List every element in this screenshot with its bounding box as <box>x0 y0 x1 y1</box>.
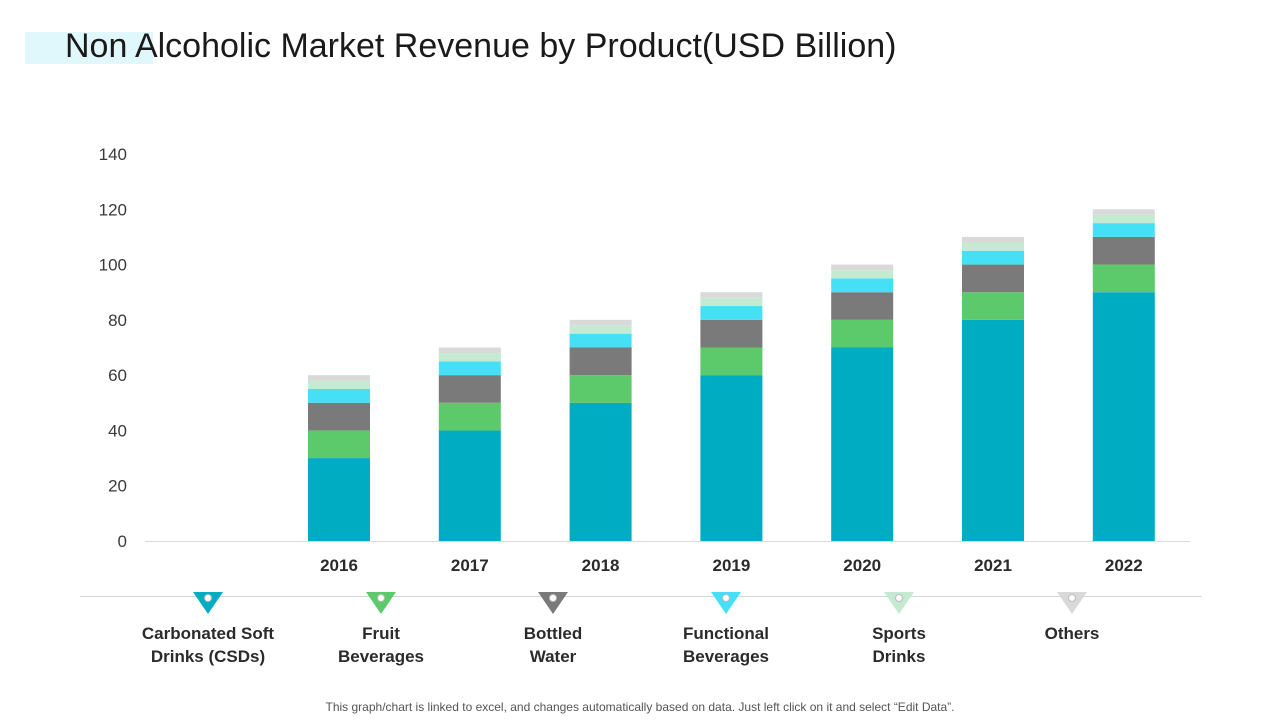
bar-segment <box>831 264 894 271</box>
legend-label-line1: Others <box>1044 624 1100 643</box>
bar-segment <box>438 375 501 403</box>
bar-segment <box>1092 214 1155 224</box>
bar-segment <box>962 236 1024 243</box>
bar-segment <box>1092 264 1155 293</box>
bar-segment <box>569 333 632 348</box>
legend-label-line2: Beverages <box>682 647 769 666</box>
bar-segment <box>831 270 894 279</box>
legend-label: Sports Drinks <box>809 622 989 668</box>
bar-segment <box>308 402 370 431</box>
bar-segment <box>438 353 501 362</box>
legend-divider <box>80 596 1202 597</box>
y-tick-label: 120 <box>99 200 127 219</box>
legend-item: Fruit Beverages <box>291 592 471 668</box>
legend-label: Others <box>982 622 1162 645</box>
y-tick-label: 60 <box>108 366 127 385</box>
bar-segment <box>569 319 632 326</box>
bar-segment <box>569 375 632 403</box>
bar-segment <box>1092 292 1155 541</box>
legend-label-line1: Bottled <box>523 624 583 643</box>
bar-segment <box>569 325 632 334</box>
bar-segment <box>438 430 501 541</box>
legend-item: Sports Drinks <box>809 592 989 668</box>
legend-label-line1: Carbonated Soft <box>141 624 275 643</box>
bar-segment <box>308 380 370 389</box>
bar-segment <box>700 297 763 307</box>
bar-segment <box>700 319 763 348</box>
legend-label-line2: Beverages <box>337 647 424 666</box>
legend-label-line2: Drinks <box>872 647 926 666</box>
legend-item: Bottled Water <box>463 592 643 668</box>
y-tick-label: 20 <box>108 477 127 496</box>
bar-segment <box>1092 223 1155 237</box>
bar-segment <box>962 264 1024 293</box>
y-tick-label: 140 <box>99 145 127 164</box>
legend-label: Fruit Beverages <box>291 622 471 668</box>
legend-label-line1: Sports <box>872 624 926 643</box>
bar-segment <box>700 306 763 320</box>
stacked-bar-chart: 0 20 40 60 80 100 120 140 2016 2017 2018 2019 2020 20… <box>99 145 1190 575</box>
title-accent-bar <box>25 32 153 64</box>
legend-label: Functional Beverages <box>636 622 816 668</box>
x-tick-label: 2021 <box>974 556 1012 575</box>
x-tick-label: 2022 <box>1105 556 1143 575</box>
bar-segment <box>308 375 370 381</box>
y-tick-label: 0 <box>118 532 127 551</box>
bar-segment <box>569 347 632 376</box>
y-tick-label: 100 <box>99 256 127 275</box>
legend-item: Functional Beverages <box>636 592 816 668</box>
x-tick-label: 2017 <box>451 556 489 575</box>
bar-segment <box>1092 236 1155 265</box>
y-tick-label: 80 <box>108 311 127 330</box>
legend-label-line2: Drinks (CSDs) <box>150 647 266 666</box>
bar-segment <box>700 292 763 298</box>
legend-item: Carbonated Soft Drinks (CSDs) <box>118 592 298 668</box>
footnote: This graph/chart is linked to excel, and… <box>325 700 955 714</box>
x-tick-label: 2018 <box>582 556 620 575</box>
bar-segment <box>831 319 894 348</box>
bar-segment <box>700 347 763 376</box>
legend-label: Carbonated Soft Drinks (CSDs) <box>118 622 298 668</box>
bar-segment <box>962 242 1024 251</box>
bar-segment <box>308 430 370 459</box>
x-tick-label: 2016 <box>320 556 358 575</box>
legend-label-line1: Functional <box>683 624 769 643</box>
y-tick-label: 40 <box>108 421 127 440</box>
x-tick-label: 2020 <box>843 556 881 575</box>
bar-segment <box>700 375 763 541</box>
bar-segment <box>962 319 1024 541</box>
bar-segment <box>1092 209 1155 215</box>
legend-label: Bottled Water <box>463 622 643 668</box>
legend-item: Others <box>982 592 1162 645</box>
bar-segment <box>308 388 370 403</box>
bar-segment <box>962 292 1024 320</box>
bar-segment <box>438 402 501 431</box>
bar-segment <box>438 347 501 354</box>
bar-segment <box>962 250 1024 265</box>
x-tick-label: 2019 <box>712 556 750 575</box>
bar-segment <box>831 292 894 320</box>
bar-segment <box>308 458 370 541</box>
legend-label-line1: Fruit <box>362 624 400 643</box>
legend-label-line2: Water <box>529 647 577 666</box>
bar-segment <box>438 361 501 376</box>
bar-segment <box>831 278 894 293</box>
bar-segment <box>569 402 632 541</box>
bar-segment <box>831 347 894 541</box>
page-title: Non Alcoholic Market Revenue by Product(… <box>65 27 897 65</box>
